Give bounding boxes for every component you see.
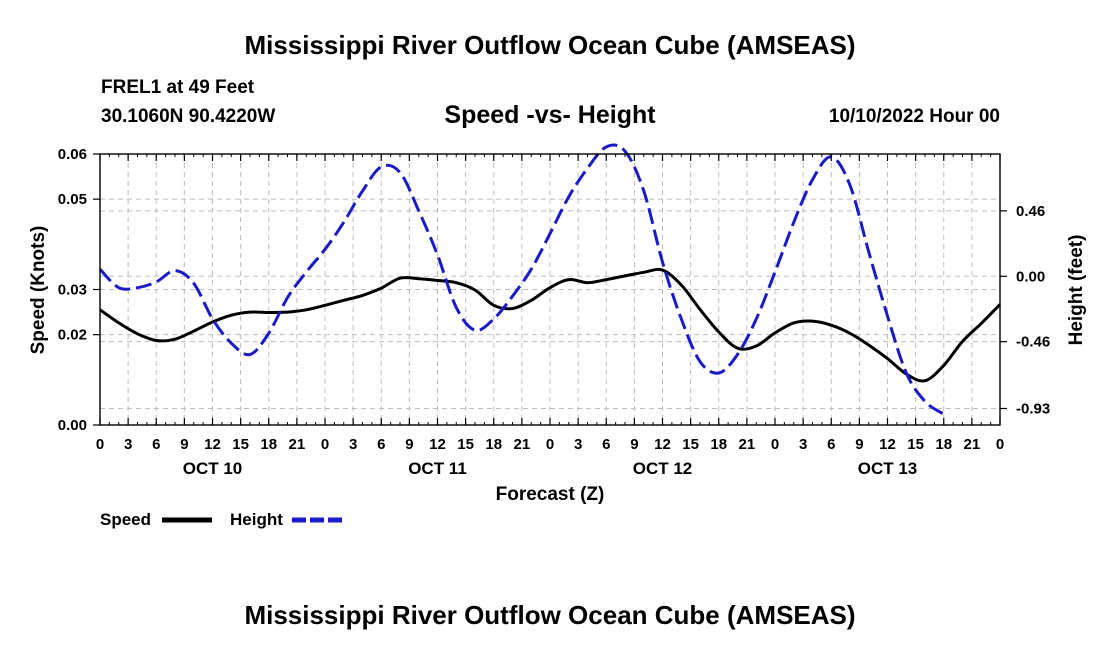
coordinates-label: 30.1060N 90.4220W (101, 106, 276, 127)
y2-tick-label: -0.46 (1016, 334, 1050, 351)
x-tick-label: 0 (546, 436, 554, 453)
footer-title: Mississippi River Outflow Ocean Cube (AM… (244, 600, 856, 630)
x-tick-label: 15 (457, 436, 474, 453)
y2-tick-label: 0.00 (1016, 268, 1045, 285)
y2-tick-label: 0.46 (1016, 203, 1045, 220)
x-tick-label: 12 (204, 436, 221, 453)
x-tick-label: 0 (96, 436, 104, 453)
x-tick-label: 21 (739, 436, 756, 453)
y-tick-label: 0.03 (58, 282, 87, 299)
x-tick-label: 15 (232, 436, 249, 453)
x-tick-label: 15 (682, 436, 699, 453)
ticks (93, 153, 1007, 426)
x-tick-label: 12 (654, 436, 671, 453)
x-tick-label: 0 (321, 436, 329, 453)
station-label: FREL1 at 49 Feet (101, 77, 255, 98)
legend-speed-swatch (162, 517, 212, 523)
chart-subtitle: Speed -vs- Height (444, 101, 656, 129)
legend-height-swatch (292, 517, 342, 523)
x-tick-label: 9 (180, 436, 188, 453)
x-tick-label: 0 (771, 436, 779, 453)
day-label: OCT 10 (183, 459, 243, 478)
y2-axis-label: Height (feet) (1066, 235, 1087, 346)
y-tick-label: 0.00 (58, 417, 87, 434)
speed-height-chart: 0 3 6 9 12 15 18 21 0 3 6 9 12 15 18 21 0 3 6 9 12 15 18 21 0 3 6 9… (28, 143, 1087, 505)
day-label: OCT 11 (408, 459, 467, 478)
y-tick-label: 0.02 (58, 327, 87, 344)
x-tick-label: 0 (996, 436, 1004, 453)
x-tick-label: 21 (964, 436, 981, 453)
y-tick-label: 0.06 (58, 146, 87, 163)
legend-speed-label: Speed (100, 510, 152, 529)
series-layer (98, 143, 1002, 416)
x-tick-label: 3 (574, 436, 582, 453)
date-label: 10/10/2022 Hour 00 (828, 106, 1000, 127)
x-tick-label: 3 (349, 436, 357, 453)
x-tick-label: 6 (152, 436, 160, 453)
x-tick-label: 6 (602, 436, 610, 453)
x-tick-label: 12 (429, 436, 446, 453)
y-axis-label: Speed (Knots) (28, 226, 49, 355)
x-tick-label: 3 (799, 436, 807, 453)
x-tick-label: 9 (405, 436, 413, 453)
x-tick-label: 21 (289, 436, 306, 453)
x-tick-label: 6 (827, 436, 835, 453)
chart-title: Mississippi River Outflow Ocean Cube (AM… (244, 30, 856, 60)
series-line-speed (99, 267, 1002, 383)
legend-height-label: Height (230, 510, 283, 529)
y2-tick-label: -0.93 (1016, 401, 1050, 418)
x-tick-label: 9 (855, 436, 863, 453)
series-line-height (98, 143, 945, 416)
x-tick-label: 6 (377, 436, 385, 453)
x-axis-label: Forecast (Z) (496, 484, 605, 505)
day-label: OCT 12 (633, 459, 693, 478)
grid (100, 154, 1000, 425)
x-tick-label: 18 (260, 436, 277, 453)
tick-labels: 0 3 6 9 12 15 18 21 0 3 6 9 12 15 18 21 0 3 6 9 12 15 18 21 0 3 6 9… (58, 146, 1050, 478)
x-tick-label: 9 (630, 436, 638, 453)
x-tick-label: 21 (514, 436, 531, 453)
x-tick-label: 3 (124, 436, 132, 453)
x-tick-label: 18 (935, 436, 952, 453)
x-tick-label: 12 (879, 436, 896, 453)
x-tick-label: 18 (485, 436, 502, 453)
x-tick-label: 18 (710, 436, 727, 453)
day-label: OCT 13 (858, 459, 918, 478)
y-tick-label: 0.05 (58, 191, 87, 208)
x-tick-label: 15 (907, 436, 924, 453)
